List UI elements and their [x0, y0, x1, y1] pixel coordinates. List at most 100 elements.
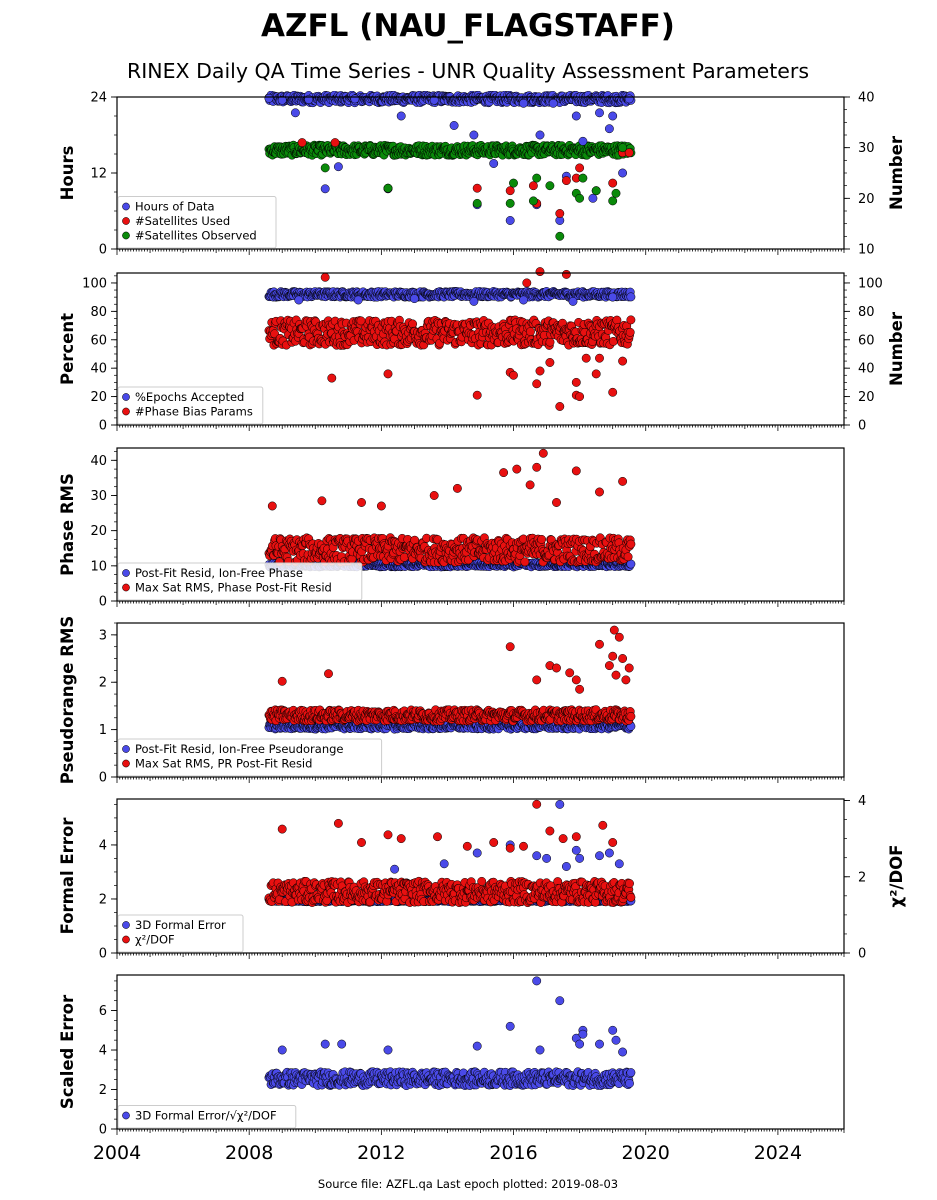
data-point — [621, 675, 631, 685]
y-right-tick-label: 60 — [858, 333, 875, 348]
data-point — [472, 183, 482, 193]
data-point — [555, 402, 565, 411]
data-point — [591, 186, 601, 196]
data-point — [469, 296, 479, 306]
legend-label: #Satellites Used — [135, 214, 230, 228]
data-point — [575, 163, 585, 173]
data-point — [611, 670, 621, 680]
y-tick-label: 2 — [99, 676, 107, 691]
data-point — [267, 501, 277, 511]
data-point — [595, 639, 604, 649]
data-point — [555, 231, 565, 241]
data-point — [608, 292, 618, 302]
y-right-tick-label: 40 — [858, 91, 875, 106]
data-point — [545, 181, 555, 191]
legend-label: Hours of Data — [135, 200, 215, 214]
legend-marker — [122, 231, 130, 240]
data-point — [595, 108, 604, 118]
data-point — [552, 663, 561, 673]
y-right-tick-label: 40 — [858, 362, 875, 377]
legend-label: Max Sat RMS, Phase Post-Fit Resid — [135, 581, 332, 595]
data-point — [264, 93, 274, 103]
data-point — [618, 476, 628, 486]
band-point — [545, 337, 555, 347]
data-point — [565, 668, 575, 678]
data-point — [469, 130, 479, 140]
y-tick-label: 0 — [99, 419, 107, 434]
band-point — [399, 552, 409, 562]
y-tick-label: 0 — [99, 243, 107, 258]
data-point — [535, 267, 545, 277]
band-point — [526, 327, 535, 337]
data-point — [561, 176, 571, 186]
y-right-axis-label: Number — [887, 135, 906, 210]
data-point — [618, 168, 628, 178]
data-point — [532, 379, 542, 389]
data-point — [609, 625, 619, 635]
data-point — [320, 184, 330, 194]
y-tick-label: 20 — [90, 524, 107, 539]
data-point — [277, 95, 287, 105]
data-point — [608, 111, 618, 121]
data-point — [353, 295, 363, 305]
band-point — [625, 327, 635, 337]
y-tick-label: 20 — [90, 390, 107, 405]
data-point — [350, 94, 360, 104]
data-point — [581, 353, 591, 363]
legend-label: Post-Fit Resid, Ion-Free Phase — [135, 566, 303, 580]
y-right-tick-label: 100 — [858, 276, 883, 291]
y-axis-label: Pseudorange RMS — [58, 616, 77, 784]
data-point — [499, 468, 509, 478]
data-point — [528, 196, 538, 206]
plot-area-2 — [264, 267, 636, 411]
data-point — [608, 196, 618, 206]
data-point — [555, 209, 565, 218]
y-tick-label: 12 — [90, 167, 107, 182]
data-point — [409, 294, 419, 304]
data-point — [383, 183, 393, 193]
data-point — [429, 491, 439, 500]
data-point — [571, 111, 581, 121]
data-point — [571, 377, 581, 387]
data-point — [604, 124, 614, 134]
data-point — [595, 487, 604, 497]
data-point — [608, 178, 618, 188]
y-axis-label: Percent — [58, 313, 77, 385]
data-point — [277, 676, 287, 686]
data-point — [519, 295, 528, 305]
chart-subtitle: RINEX Daily QA Time Series - UNR Quality… — [127, 59, 809, 83]
legend-label: Post-Fit Resid, Ion-Free Pseudorange — [135, 742, 343, 756]
data-point — [575, 392, 585, 402]
data-point — [512, 464, 522, 474]
legend-marker — [122, 569, 130, 577]
legend-marker — [122, 759, 130, 768]
panel-2: 020406080100Percent020406080100Number%Ep… — [58, 267, 906, 434]
data-point — [578, 173, 588, 183]
data-point — [509, 370, 518, 380]
data-point — [588, 193, 598, 203]
legend-label: %Epochs Accepted — [135, 390, 244, 404]
data-point — [548, 98, 558, 108]
data-point — [449, 121, 459, 130]
legend-marker — [122, 393, 130, 401]
band-point — [537, 534, 547, 544]
data-point — [528, 181, 538, 191]
data-point — [505, 216, 515, 225]
data-point — [525, 480, 535, 490]
y-right-tick-label: 20 — [858, 192, 875, 207]
legend-marker — [122, 745, 130, 753]
data-point — [429, 95, 439, 105]
data-point — [505, 642, 515, 652]
data-point — [624, 94, 634, 104]
data-point — [505, 198, 515, 208]
data-point — [624, 148, 634, 158]
legend-label: #Satellites Observed — [135, 229, 257, 243]
data-point — [376, 501, 386, 511]
plot-area-4 — [264, 625, 636, 734]
chart-title: AZFL (NAU_FLAGSTAFF) — [261, 8, 675, 44]
data-point — [604, 661, 614, 671]
